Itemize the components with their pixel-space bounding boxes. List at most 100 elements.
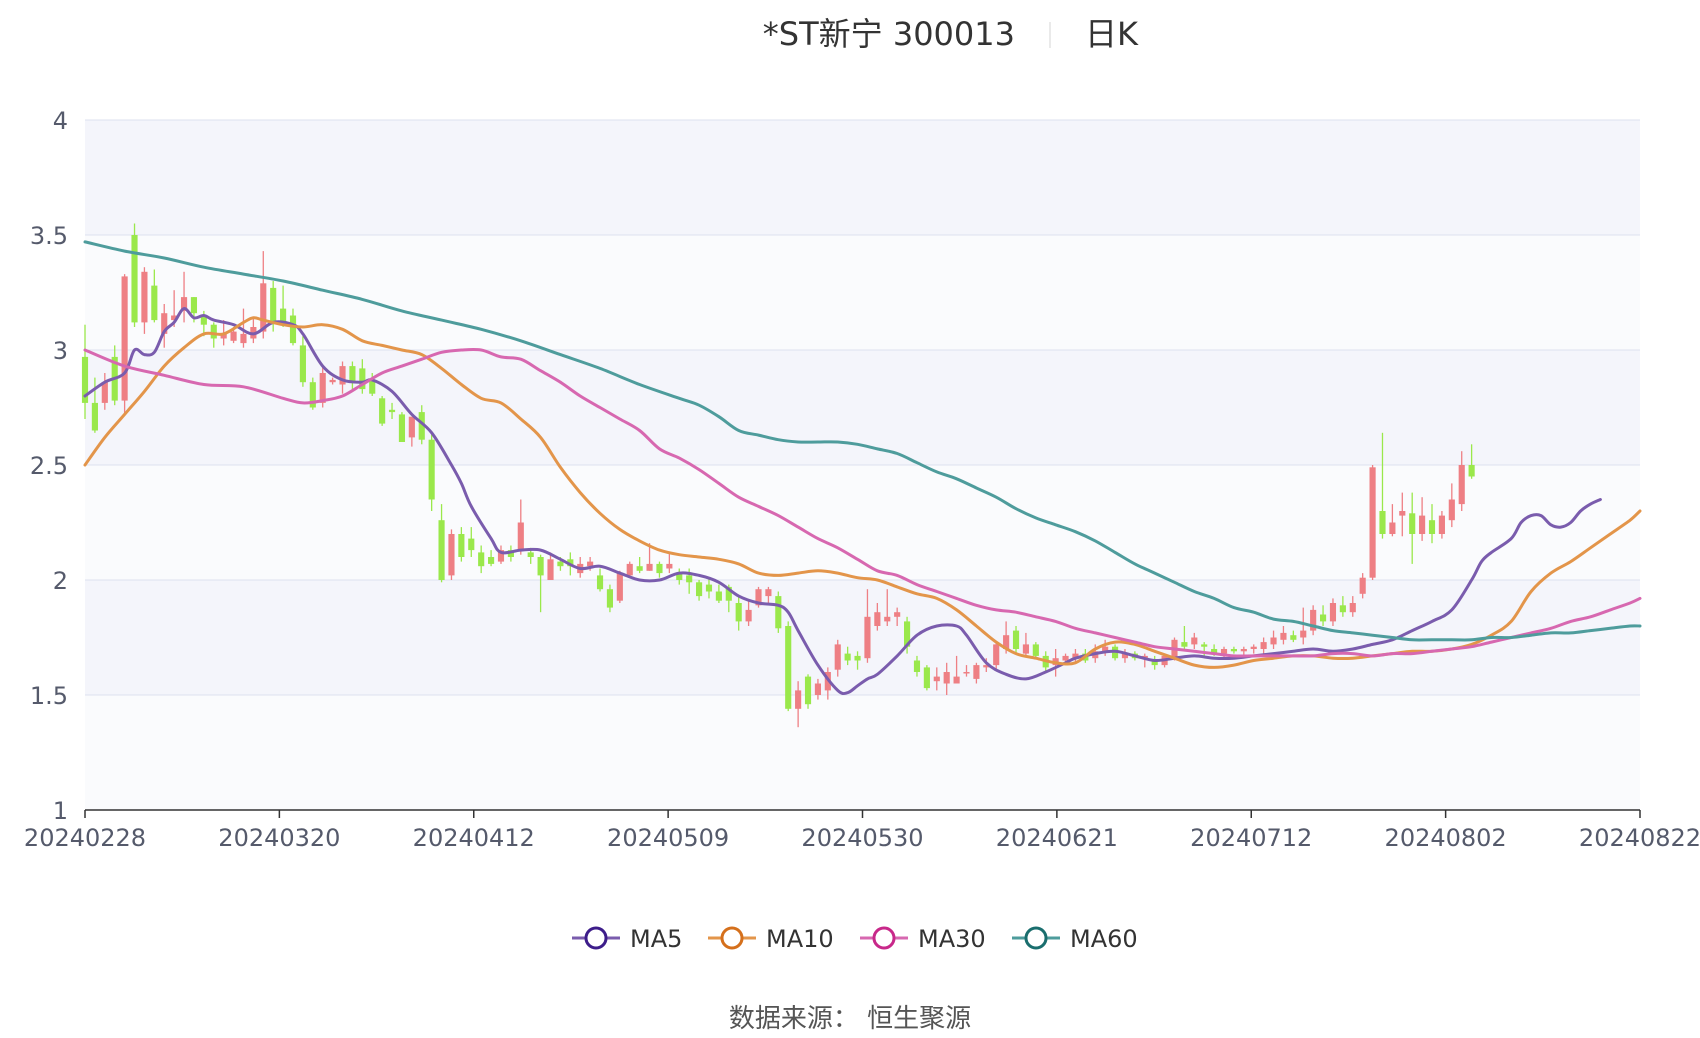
candle-up (884, 616, 891, 622)
candle-up (666, 563, 673, 569)
candle-up (1003, 635, 1010, 649)
x-tick-label: 20240320 (218, 824, 340, 852)
candle-down (458, 534, 465, 557)
candle-up (973, 665, 980, 679)
period-tab-daily[interactable]: 日K (1085, 15, 1139, 53)
candle-up (161, 313, 168, 334)
candle-down (1379, 511, 1386, 534)
candle-up (547, 559, 554, 580)
y-tick-label: 3.5 (30, 222, 68, 250)
candle-down (557, 561, 564, 567)
candle-up (646, 563, 653, 571)
legend-item-ma10[interactable]: MA10 (708, 925, 834, 953)
y-tick-label: 4 (53, 107, 68, 135)
candle-down (1319, 614, 1327, 622)
candle-down (903, 621, 911, 647)
candle-up (1250, 646, 1257, 649)
candle-up (240, 333, 247, 344)
candle-down (696, 582, 703, 597)
candle-up (121, 276, 128, 401)
y-tick-label: 3 (53, 337, 68, 365)
legend-label: MA5 (630, 925, 682, 953)
candle-up (765, 589, 772, 597)
candle-down (438, 520, 445, 580)
legend-label: MA60 (1070, 925, 1138, 953)
candlestick-series (81, 223, 1475, 728)
candle-up (1389, 522, 1396, 534)
legend: MA5 MA10 MA30 MA60 (572, 925, 1138, 953)
legend-item-ma60[interactable]: MA60 (1012, 925, 1138, 953)
candle-down (1409, 513, 1416, 534)
candle-up (755, 589, 762, 606)
candle-up (894, 612, 901, 617)
candle-up (339, 366, 346, 385)
candle-down (854, 655, 861, 661)
x-tick-label: 20240822 (1579, 824, 1700, 852)
candle-down (1339, 605, 1346, 613)
candle-down (785, 626, 792, 709)
candle-down (656, 563, 663, 574)
candle-down (1428, 520, 1436, 534)
candle-up (1022, 644, 1029, 654)
candle-down (596, 575, 604, 590)
candle-down (1230, 649, 1237, 652)
candle-up (864, 616, 871, 659)
candle-down (606, 589, 614, 608)
grid-band (85, 235, 1640, 350)
legend-marker (1024, 926, 1048, 950)
candle-up (993, 644, 1000, 666)
x-tick-label: 20240621 (996, 824, 1118, 852)
candle-up (626, 563, 633, 576)
ma-line-ma30 (83, 347, 1642, 658)
legend-item-ma5[interactable]: MA5 (572, 925, 682, 953)
grid-band (85, 695, 1640, 810)
candle-down (131, 235, 138, 323)
candle-up (1448, 499, 1455, 521)
candle-down (1290, 635, 1297, 640)
y-tick-label: 1.5 (30, 682, 68, 710)
grid-band (85, 120, 1640, 235)
candle-up (1260, 642, 1267, 649)
y-axis: 1 1.5 2 2.5 3 3.5 4 (30, 107, 68, 825)
candle-up (1062, 655, 1069, 661)
moving-average-lines (83, 240, 1642, 696)
candle-up (943, 672, 950, 684)
candle-up (963, 672, 970, 674)
candle-up (953, 676, 960, 684)
candle-down (379, 398, 386, 424)
candle-up (795, 690, 802, 709)
candle-up (1458, 465, 1465, 505)
candle-up (101, 382, 108, 403)
candle-down (478, 552, 485, 567)
candle-down (1181, 642, 1188, 647)
legend-marker (720, 926, 744, 950)
candle-up (1191, 637, 1198, 645)
candle-up (587, 561, 594, 567)
candle-down (527, 552, 534, 557)
candle-down (775, 596, 782, 629)
candle-down (81, 356, 89, 403)
grid-band (85, 580, 1640, 695)
candle-down (1201, 644, 1208, 647)
ma-line-ma60 (83, 240, 1642, 642)
candle-up (983, 665, 990, 668)
candle-up (448, 534, 455, 576)
candle-up (1399, 511, 1406, 516)
legend-marker (872, 926, 896, 950)
candle-down (280, 308, 287, 323)
candle-down (468, 538, 475, 551)
candle-up (616, 573, 623, 601)
legend-item-ma30[interactable]: MA30 (860, 925, 986, 953)
candle-up (230, 331, 237, 341)
candle-down (725, 586, 732, 601)
x-tick-label: 20240228 (24, 824, 146, 852)
candle-up (1349, 603, 1356, 613)
candle-down (676, 573, 683, 580)
legend-label: MA10 (766, 925, 834, 953)
candle-up (874, 612, 881, 626)
candle-up (1438, 515, 1445, 534)
legend-label: MA30 (918, 925, 986, 953)
candle-up (408, 416, 415, 438)
candle-down (804, 676, 812, 705)
